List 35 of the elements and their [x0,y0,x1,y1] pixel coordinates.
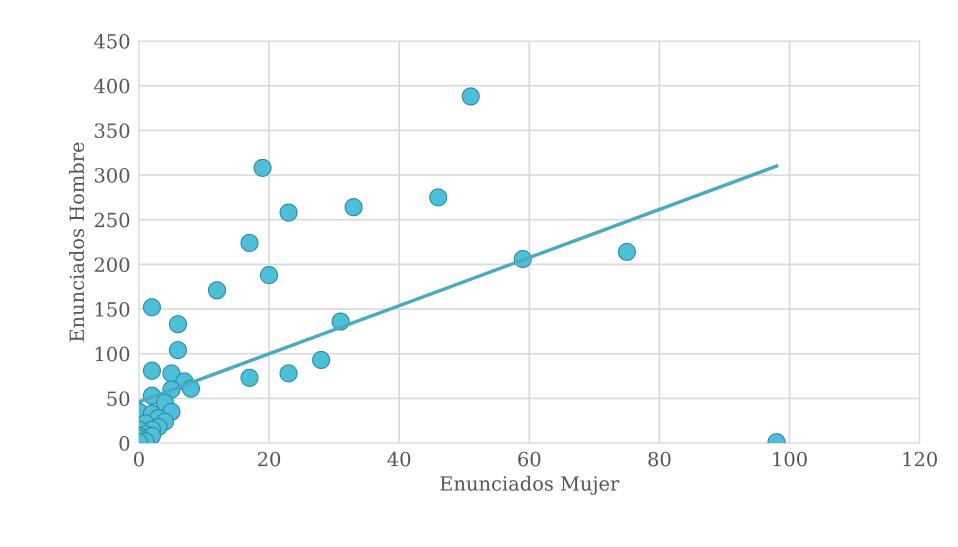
x-tick-label: 100 [773,452,807,466]
y-tick-label: 400 [94,78,130,94]
point [208,281,226,300]
y-tick-label: 150 [96,302,130,317]
x-tick-label: 40 [387,452,410,466]
x-tick-label: 60 [518,452,540,466]
point [142,362,161,380]
point [260,266,278,284]
point [240,368,259,387]
y-tick-label: 450 [94,34,130,49]
point [429,188,448,206]
point [168,341,188,360]
point [312,350,330,370]
x-tick-label: 0 [134,452,144,466]
point [279,364,298,382]
y-tick-label: 100 [96,346,130,362]
y-tick-label: 0 [119,436,130,451]
y-tick-label: 200 [94,257,130,272]
y-axis-title: Enunciados Hombre [69,142,84,342]
point [240,234,259,252]
point [618,242,636,261]
y-tick-label: 50 [107,391,130,406]
point [142,298,161,316]
y-tick-label: 300 [94,168,130,183]
x-axis-title: Enunciados Mujer [440,476,620,495]
x-tick-label: 20 [258,452,280,466]
point [168,315,188,334]
y-tick-label: 250 [94,212,130,228]
x-tick-label: 120 [903,452,937,466]
point [253,158,272,177]
point [462,87,480,106]
x-tick-label: 80 [648,452,671,466]
point [279,204,298,222]
y-tick-label: 350 [94,123,130,138]
point [344,198,363,216]
